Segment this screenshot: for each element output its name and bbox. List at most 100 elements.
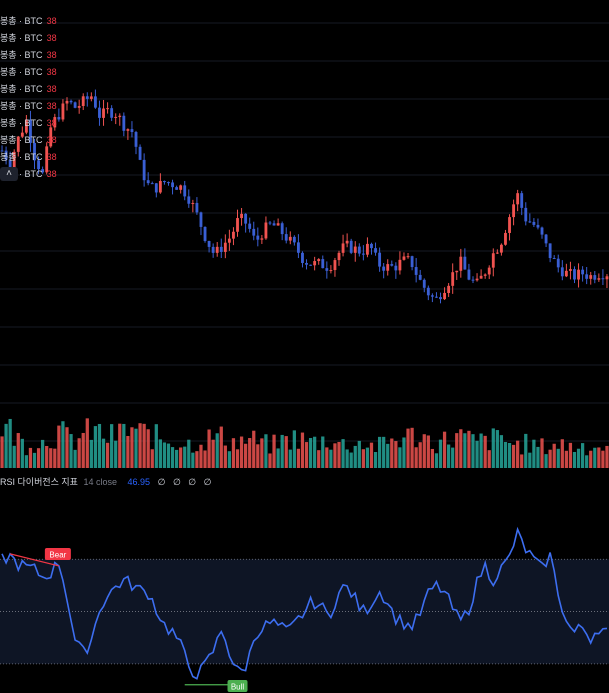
candle-body xyxy=(520,193,524,208)
candle-body xyxy=(12,151,16,168)
volume-bar xyxy=(105,442,110,468)
na-mark: ∅ xyxy=(203,477,212,487)
candle-body xyxy=(244,213,248,224)
bear-label: Bear xyxy=(49,550,66,559)
volume-bar xyxy=(585,455,589,468)
volume-bar xyxy=(138,423,142,468)
legend-collapse-button[interactable]: ˄ xyxy=(0,167,18,181)
legend-row[interactable]: 봉총 · BTC 38 xyxy=(0,134,57,146)
volume-bar xyxy=(49,448,53,468)
volume-bar xyxy=(183,446,187,468)
candle-body xyxy=(556,258,560,268)
candle-body xyxy=(329,270,333,272)
legend-label: 봉총 · BTC xyxy=(0,84,43,94)
candle-body xyxy=(260,238,264,240)
volume-bar xyxy=(487,450,491,468)
candle-body xyxy=(134,132,138,147)
legend-row[interactable]: 봉총 · BTC 38 xyxy=(0,66,57,78)
candle-body xyxy=(536,224,540,228)
candle-body xyxy=(467,269,471,280)
candle-body xyxy=(73,102,77,108)
candle-body xyxy=(370,243,373,249)
volume-bar xyxy=(503,441,508,468)
legend-value: 38 xyxy=(46,16,57,26)
candle-body xyxy=(207,240,211,247)
legend-row[interactable]: 봉총 · BTC 38 xyxy=(0,49,57,61)
candle-body xyxy=(301,252,304,263)
volume-bar xyxy=(442,431,447,468)
candle-body xyxy=(524,207,528,222)
candle-body xyxy=(471,279,475,281)
candle-body xyxy=(512,204,516,218)
volume-bar xyxy=(572,451,577,468)
candle-body xyxy=(455,270,459,273)
volume-bar xyxy=(81,432,85,468)
candle-body xyxy=(402,256,406,260)
candle-body xyxy=(569,269,572,271)
candle-body xyxy=(252,228,256,236)
legend-label: 봉총 · BTC xyxy=(0,67,43,77)
candle-body xyxy=(552,258,556,260)
rsi-indicator-name[interactable]: RSI 다이버전스 지표 xyxy=(0,477,78,487)
candle-body xyxy=(540,227,544,235)
volume-bar xyxy=(57,425,61,468)
legend-row[interactable]: 봉총 · BTC 38 xyxy=(0,117,57,129)
candle-body xyxy=(333,260,337,271)
legend-value: 38 xyxy=(46,33,57,43)
volume-bar xyxy=(158,439,162,468)
legend-row[interactable]: 봉총 · BTC 38 xyxy=(0,151,57,163)
legend-value: 38 xyxy=(46,169,57,179)
candle-body xyxy=(317,259,321,262)
bear-label-box xyxy=(44,547,71,560)
volume-bar xyxy=(174,449,179,468)
volume-bar xyxy=(296,448,301,468)
volume-bar xyxy=(390,438,394,468)
candle-body xyxy=(118,115,122,117)
volume-bar xyxy=(447,444,451,468)
candle-body xyxy=(430,295,434,297)
volume-bar xyxy=(333,443,337,468)
candle-body xyxy=(126,129,130,131)
volume-bar xyxy=(438,439,443,468)
bull-label: Bull xyxy=(231,683,245,692)
legend-row[interactable]: 봉총 · BTC 38 xyxy=(0,168,57,180)
volume-bar xyxy=(349,452,353,468)
legend-row[interactable]: 봉총 · BTC 38 xyxy=(0,15,57,27)
legend-row[interactable]: 봉총 · BTC 38 xyxy=(0,100,57,112)
volume-bar xyxy=(252,430,256,468)
volume-bar xyxy=(223,445,227,468)
candle-body xyxy=(163,181,166,183)
volume-bar xyxy=(65,427,69,468)
volume-bar xyxy=(337,441,341,468)
volume-bar xyxy=(256,444,260,468)
volume-bar xyxy=(434,453,439,468)
candle-body xyxy=(487,267,491,275)
volume-bar xyxy=(89,439,93,468)
rsi-indicator-params: 14 close xyxy=(83,477,118,487)
volume-bar xyxy=(24,455,29,468)
candle-body xyxy=(305,262,308,265)
candle-body xyxy=(61,103,65,120)
candle-body xyxy=(179,185,183,190)
candle-body xyxy=(288,236,292,241)
candle-body xyxy=(106,108,110,110)
legend-row[interactable]: 봉총 · BTC 38 xyxy=(0,32,57,44)
volume-bar xyxy=(146,429,150,468)
candle-body xyxy=(138,146,142,160)
candle-body xyxy=(296,242,300,253)
legend-label: 봉총 · BTC xyxy=(0,50,43,60)
volume-bar xyxy=(524,433,528,468)
candle-body xyxy=(309,264,313,266)
volume-bar xyxy=(369,442,374,468)
candle-body xyxy=(374,248,377,253)
volume-bar xyxy=(459,429,463,468)
volume-bar xyxy=(45,445,49,468)
legend-row[interactable]: 봉총 · BTC 38 xyxy=(0,83,57,95)
volume-bar xyxy=(451,447,455,468)
volume-bar xyxy=(548,449,552,468)
candle-body xyxy=(585,274,589,279)
volume-bar xyxy=(187,439,191,468)
candle-body xyxy=(589,275,593,279)
volume-bar xyxy=(479,433,483,468)
